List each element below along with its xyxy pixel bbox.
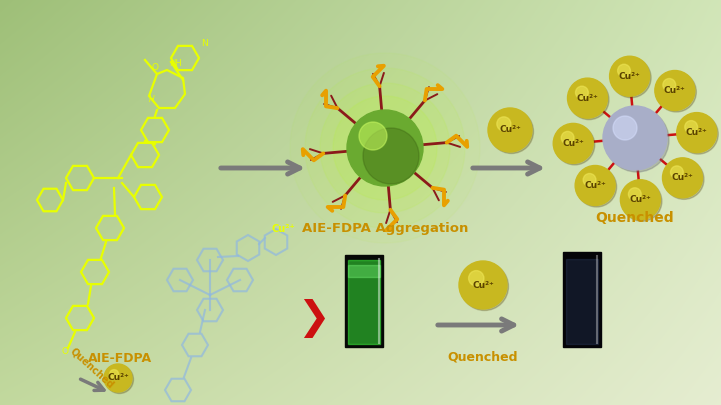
Circle shape [603,106,667,170]
Circle shape [110,370,118,379]
Circle shape [609,56,650,96]
Circle shape [290,53,480,243]
Circle shape [320,83,450,213]
Text: Cu²⁺: Cu²⁺ [686,128,707,137]
Bar [566,259,598,344]
Circle shape [611,58,651,98]
Circle shape [663,158,702,198]
Circle shape [575,166,615,205]
Circle shape [677,113,717,153]
Circle shape [663,79,676,91]
Text: Cu²⁺: Cu²⁺ [562,139,584,148]
Text: Cu²⁺: Cu²⁺ [672,173,694,182]
Circle shape [629,188,641,200]
Text: Cu²⁺: Cu²⁺ [107,373,129,382]
Circle shape [561,131,574,144]
Circle shape [461,262,508,311]
Bar [563,252,601,347]
Circle shape [613,116,637,140]
Text: Quenched: Quenched [448,350,518,363]
Text: O: O [151,63,158,72]
Text: Cu²⁺: Cu²⁺ [472,281,494,290]
Text: NH: NH [169,59,182,68]
Circle shape [618,64,630,77]
Circle shape [577,167,616,207]
Circle shape [359,122,387,150]
Text: Cu²⁺: Cu²⁺ [272,224,296,234]
Circle shape [567,78,608,118]
Text: Quenched: Quenched [68,345,116,390]
Circle shape [105,365,133,394]
Circle shape [664,159,704,199]
Circle shape [622,181,662,221]
Circle shape [363,128,419,184]
Circle shape [678,114,718,154]
Circle shape [490,109,534,153]
Circle shape [104,364,132,392]
Text: H: H [149,95,155,104]
Text: Cu²⁺: Cu²⁺ [584,181,606,190]
Text: Cu²⁺: Cu²⁺ [577,94,598,102]
Circle shape [575,86,588,99]
Text: AIE-FDPA: AIE-FDPA [88,352,152,365]
Circle shape [553,124,593,163]
Text: Cu²⁺: Cu²⁺ [619,72,640,81]
Circle shape [620,180,660,220]
Circle shape [656,72,696,112]
Text: Cu²⁺: Cu²⁺ [499,126,521,134]
Circle shape [488,108,532,152]
Text: O: O [62,347,69,356]
Text: N: N [201,40,208,49]
Circle shape [583,173,596,186]
Circle shape [605,108,669,172]
Bar [348,265,380,277]
Bar [345,255,383,347]
Circle shape [333,96,437,200]
Circle shape [347,110,423,186]
Text: Quenched: Quenched [596,211,674,225]
Circle shape [685,121,697,133]
Circle shape [655,70,695,111]
Text: Cu²⁺: Cu²⁺ [664,86,686,95]
Circle shape [305,68,465,228]
Text: Cu²⁺: Cu²⁺ [629,195,651,204]
Circle shape [554,125,595,165]
Circle shape [469,271,484,286]
Circle shape [459,261,507,309]
Text: AIE-FDPA Aggregation: AIE-FDPA Aggregation [302,222,468,235]
Text: ❯: ❯ [296,298,329,337]
Circle shape [497,117,511,131]
Circle shape [569,80,609,119]
Bar [348,260,380,344]
Circle shape [671,166,684,179]
